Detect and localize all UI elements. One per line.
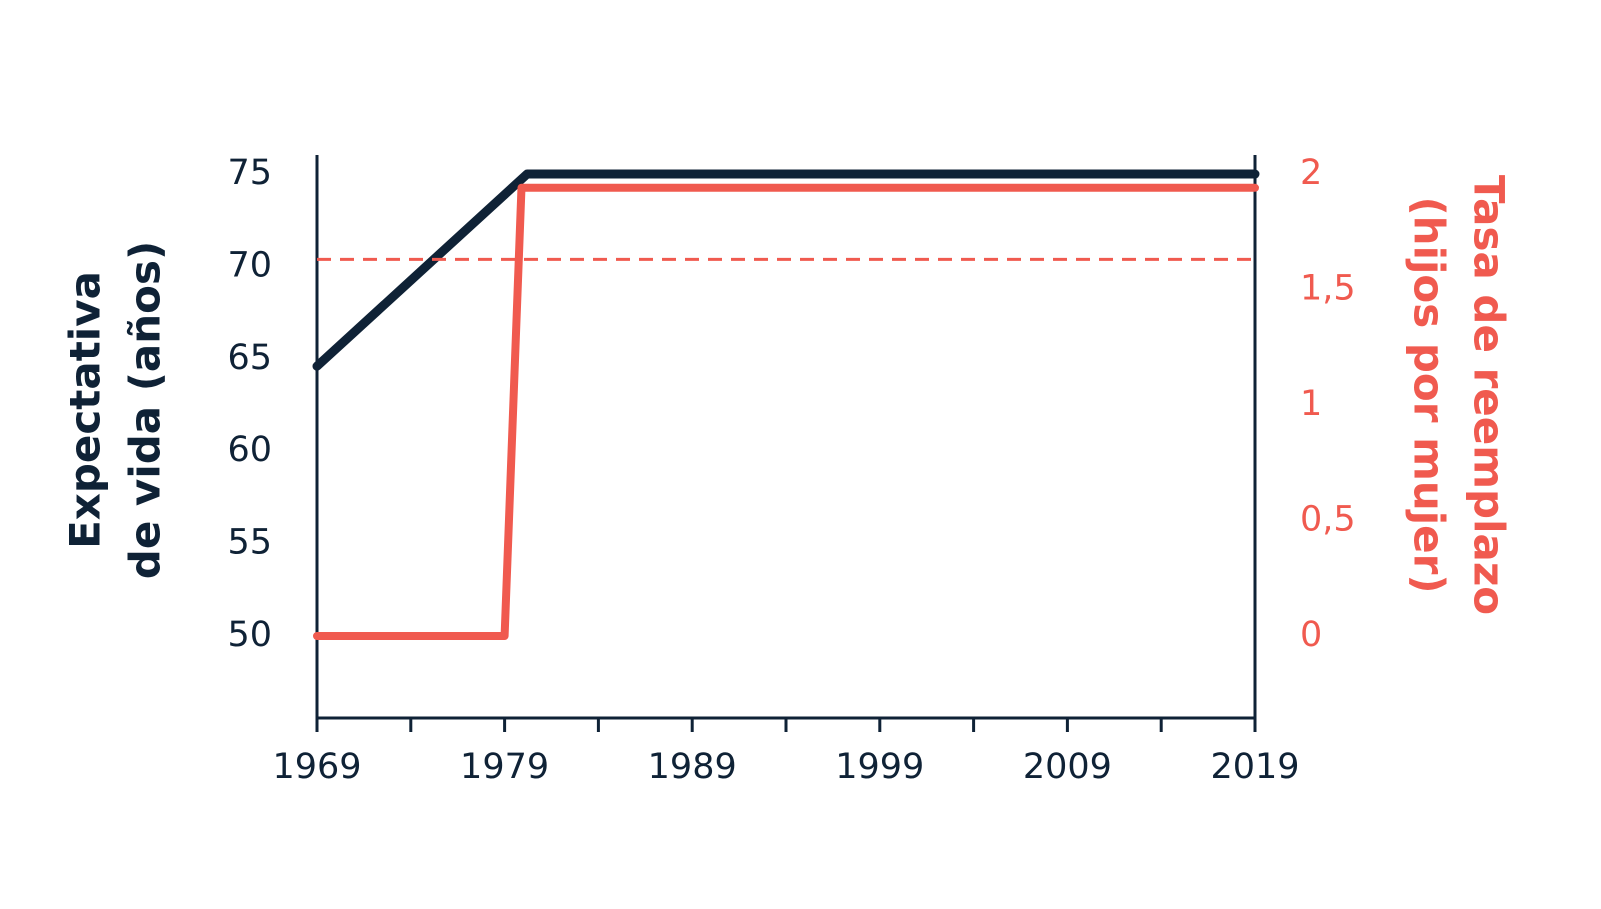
y2-tick-label: 2 bbox=[1300, 153, 1322, 193]
y2-axis-label: Tasa de reemplazo (hijos por mujer) bbox=[1405, 175, 1514, 615]
y-label-line: de vida (años) bbox=[121, 241, 170, 579]
x-tick-label: 1979 bbox=[460, 747, 549, 787]
y2-tick-label: 0,5 bbox=[1300, 499, 1356, 539]
y2-tick-label: 0 bbox=[1300, 615, 1322, 655]
y-label-line: Expectativa bbox=[61, 271, 110, 549]
y-axis-label: Expectativa de vida (años) bbox=[61, 241, 170, 579]
x-tick-label: 1989 bbox=[648, 747, 737, 787]
y2-tick-label: 1,5 bbox=[1300, 268, 1356, 308]
y-tick-label: 65 bbox=[227, 338, 272, 378]
x-tick-label: 1969 bbox=[272, 747, 361, 787]
y-tick-label: 70 bbox=[227, 245, 272, 285]
series-line bbox=[312, 169, 1260, 371]
x-tick-label: 1999 bbox=[835, 747, 924, 787]
y2-label-line: (hijos por mujer) bbox=[1405, 196, 1454, 593]
y-tick-label: 50 bbox=[227, 615, 272, 655]
y2-tick-label: 1 bbox=[1300, 384, 1322, 424]
x-tick-label: 2019 bbox=[1210, 747, 1299, 787]
y2-label-line: Tasa de reemplazo bbox=[1465, 175, 1514, 615]
series-line bbox=[313, 183, 1259, 640]
y-tick-label: 55 bbox=[227, 523, 272, 563]
y-tick-label: 60 bbox=[227, 430, 272, 470]
y-tick-label: 75 bbox=[227, 153, 272, 193]
x-tick-label: 2009 bbox=[1023, 747, 1112, 787]
